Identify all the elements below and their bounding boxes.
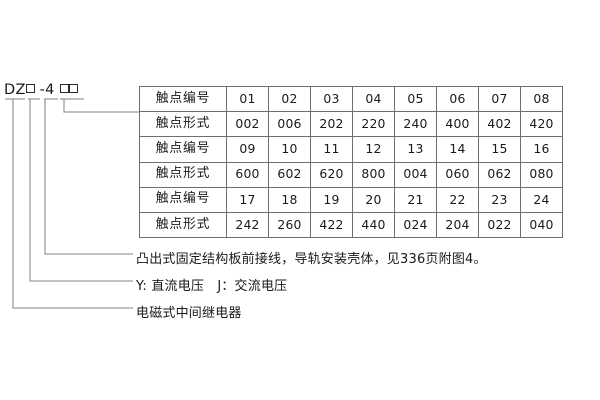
placeholder-box-icon-2: [59, 84, 69, 93]
table-cell: 440: [352, 211, 395, 239]
row-label: 触点编号: [139, 136, 227, 163]
table-cell: 600: [226, 161, 269, 188]
table-cell: 800: [352, 161, 395, 188]
contact-specification-table: 触点编号 01 02 03 04 05 06 07 08 触点形式 002 00…: [139, 85, 563, 239]
table-cell: 05: [394, 85, 437, 113]
table-row: 触点形式 242 260 422 440 024 204 022 040: [139, 211, 563, 239]
row-label: 触点编号: [139, 85, 227, 113]
table-cell: 04: [352, 85, 395, 113]
table-cell: 11: [310, 136, 353, 163]
row-label: 触点形式: [139, 211, 227, 239]
table-cell: 002: [226, 111, 269, 138]
table-cell: 17: [226, 186, 269, 213]
table-cell: 24: [520, 186, 563, 213]
table-cell: 10: [268, 136, 311, 163]
row-label: 触点编号: [139, 186, 227, 213]
table-cell: 13: [394, 136, 437, 163]
table-cell: 006: [268, 111, 311, 138]
table-cell: 23: [478, 186, 521, 213]
table-cell: 240: [394, 111, 437, 138]
table-row: 触点编号 01 02 03 04 05 06 07 08: [139, 85, 563, 113]
table-cell: 242: [226, 211, 269, 239]
model-code-series: -4: [39, 82, 55, 98]
table-cell: 07: [478, 85, 521, 113]
model-code-prefix: DZ: [4, 82, 26, 98]
table-cell: 03: [310, 85, 353, 113]
table-cell: 09: [226, 136, 269, 163]
table-row: 触点形式 002 006 202 220 240 400 402 420: [139, 111, 563, 138]
placeholder-box-icon-1: [25, 84, 35, 93]
table-cell: 202: [310, 111, 353, 138]
table-cell: 18: [268, 186, 311, 213]
table-cell: 02: [268, 85, 311, 113]
table-cell: 15: [478, 136, 521, 163]
table-cell: 06: [436, 85, 479, 113]
table-cell: 040: [520, 211, 563, 239]
placeholder-box-icon-3: [68, 84, 78, 93]
table-cell: 16: [520, 136, 563, 163]
table-cell: 602: [268, 161, 311, 188]
table-cell: 620: [310, 161, 353, 188]
table-row: 触点形式 600 602 620 800 004 060 062 080: [139, 161, 563, 188]
note-voltage-type: Y: 直流电压 J：交流电压: [136, 279, 288, 294]
table-cell: 422: [310, 211, 353, 239]
note-relay-type: 电磁式中间继电器: [136, 306, 242, 321]
model-code: DZ -4: [4, 82, 78, 98]
table-cell: 062: [478, 161, 521, 188]
leader-line-note-1: [29, 99, 133, 282]
table-cell: 080: [520, 161, 563, 188]
table-cell: 01: [226, 85, 269, 113]
row-label: 触点形式: [139, 111, 227, 138]
table-row: 触点编号 09 10 11 12 13 14 15 16: [139, 136, 563, 163]
table-cell: 260: [268, 211, 311, 239]
table-cell: 220: [352, 111, 395, 138]
table-cell: 060: [436, 161, 479, 188]
leader-line-contact-table: [63, 99, 139, 113]
table-cell: 21: [394, 186, 437, 213]
leader-line-note-2: [12, 99, 133, 309]
table-cell: 19: [310, 186, 353, 213]
table-cell: 204: [436, 211, 479, 239]
note-structure-wiring: 凸出式固定结构板前接线，导轨安装壳体，见336页附图4。: [136, 252, 487, 267]
leader-line-note-0: [44, 99, 133, 255]
table-cell: 024: [394, 211, 437, 239]
table-cell: 14: [436, 136, 479, 163]
row-label: 触点形式: [139, 161, 227, 188]
table-cell: 004: [394, 161, 437, 188]
table-cell: 22: [436, 186, 479, 213]
table-cell: 08: [520, 85, 563, 113]
table-cell: 12: [352, 136, 395, 163]
table-body: 触点编号 01 02 03 04 05 06 07 08 触点形式 002 00…: [139, 85, 563, 239]
table-cell: 022: [478, 211, 521, 239]
table-cell: 420: [520, 111, 563, 138]
table-cell: 20: [352, 186, 395, 213]
table-cell: 400: [436, 111, 479, 138]
table-row: 触点编号 17 18 19 20 21 22 23 24: [139, 186, 563, 213]
table-cell: 402: [478, 111, 521, 138]
